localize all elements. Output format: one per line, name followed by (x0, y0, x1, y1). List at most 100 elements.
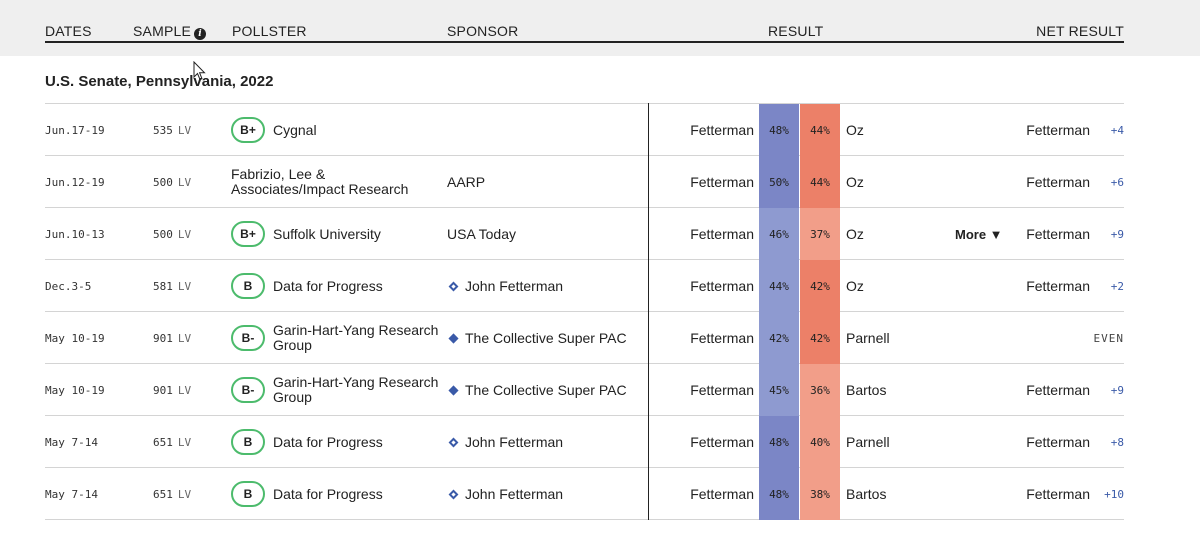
population-type: LV (177, 123, 192, 137)
poll-dates: May 10-19 (45, 383, 105, 397)
candidate-2-name: Oz (846, 278, 864, 294)
pollster-name[interactable]: Data for Progress (273, 277, 383, 294)
poll-dates: Jun.10-13 (45, 227, 105, 241)
sponsor-name: John Fetterman (465, 278, 564, 294)
pollster-name[interactable]: Data for Progress (273, 485, 383, 502)
candidate-2-name: Oz (846, 174, 864, 190)
poll-dates: May 10-19 (45, 331, 105, 345)
sponsor: John Fetterman (447, 468, 563, 520)
polls-table: Jun.17-19 535 LV B+ Cygnal Fetterman 48% 44% Oz F… (45, 103, 1124, 520)
sample-size: 651 LV (153, 468, 191, 520)
population-type: LV (177, 383, 192, 397)
poll-dates: May 7-14 (45, 487, 98, 501)
pollster-name[interactable]: Data for Progress (273, 433, 383, 450)
candidate-2-pct: 38% (800, 468, 840, 520)
sample-count: 581 (153, 279, 173, 293)
net-result-margin: EVEN (1093, 331, 1124, 345)
pollster-name[interactable]: Fabrizio, Lee & Associates/Impact Resear… (231, 166, 409, 197)
info-icon[interactable]: i (194, 28, 206, 40)
population-type: LV (177, 435, 192, 449)
net-result-leader: Fetterman (1026, 226, 1090, 242)
sponsor-name: The Collective Super PAC (465, 382, 627, 398)
column-headers: DATES SAMPLE i POLLSTER SPONSOR RESULT NE… (45, 0, 1124, 43)
column-header-pollster[interactable]: POLLSTER (232, 23, 307, 39)
mouse-cursor-icon (193, 61, 206, 81)
more-button[interactable]: More ▼ (955, 226, 1003, 242)
sample-count: 500 (153, 227, 173, 241)
net-result-leader: Fetterman (1026, 382, 1090, 398)
sample-count: 500 (153, 175, 173, 189)
diamond-outline-icon (448, 489, 459, 499)
candidate-1-name: Fetterman (690, 382, 754, 398)
sponsor: The Collective Super PAC (447, 312, 627, 364)
candidate-1-pct: 46% (759, 208, 799, 260)
pollster-grade-badge[interactable]: B+ (231, 117, 265, 143)
table-row[interactable]: Dec.3-5 581 LV B Data for Progress John Fette… (45, 260, 1124, 312)
sample-count: 651 (153, 435, 173, 449)
sponsor-name: The Collective Super PAC (465, 330, 627, 346)
diamond-filled-icon (448, 385, 459, 395)
table-row[interactable]: Jun.10-13 500 LV B+ Suffolk University USA To… (45, 208, 1124, 260)
candidate-1-name: Fetterman (690, 486, 754, 502)
net-result-leader: Fetterman (1026, 122, 1090, 138)
sample-size: 581 LV (153, 260, 191, 312)
pollster-grade-badge[interactable]: B+ (231, 221, 265, 247)
pollster-name[interactable]: Suffolk University (273, 225, 381, 242)
candidate-2-pct: 44% (800, 156, 840, 208)
population-type: LV (177, 487, 192, 501)
sponsor-name: John Fetterman (465, 434, 564, 450)
column-header-dates[interactable]: DATES (45, 23, 92, 39)
candidate-1-name: Fetterman (690, 122, 754, 138)
table-row[interactable]: Jun.17-19 535 LV B+ Cygnal Fetterman 48% 44% Oz F… (45, 104, 1124, 156)
table-row[interactable]: May 10-19 901 LV B- Garin-Hart-Yang Research… (45, 312, 1124, 364)
column-header-sample-label: SAMPLE (133, 23, 191, 39)
candidate-2-pct: 42% (800, 312, 840, 364)
candidate-1-name: Fetterman (690, 330, 754, 346)
table-row[interactable]: May 7-14 651 LV B Data for Progress John Fett… (45, 416, 1124, 468)
net-result-margin: +10 (1104, 487, 1124, 501)
diamond-outline-icon (448, 281, 459, 291)
column-header-net-result[interactable]: NET RESULT (1036, 23, 1124, 39)
sponsor: AARP (447, 156, 485, 208)
candidate-1-pct: 48% (759, 104, 799, 156)
pollster-name[interactable]: Cygnal (273, 121, 317, 138)
net-result-margin: +8 (1110, 435, 1124, 449)
sample-count: 535 (153, 123, 173, 137)
pollster-grade-badge[interactable]: B- (231, 377, 265, 403)
population-type: LV (177, 175, 192, 189)
pollster-grade-badge[interactable]: B (231, 273, 265, 299)
candidate-2-name: Oz (846, 122, 864, 138)
table-row[interactable]: Jun.12-19 500 LV Fabrizio, Lee & Associates… (45, 156, 1124, 208)
candidate-1-pct: 45% (759, 364, 799, 416)
column-header-sample[interactable]: SAMPLE i (133, 23, 206, 40)
pollster-grade-badge[interactable]: B (231, 429, 265, 455)
sponsor-name: John Fetterman (465, 486, 564, 502)
sample-size: 500 LV (153, 208, 191, 260)
poll-dates: Dec.3-5 (45, 279, 92, 293)
table-row[interactable]: May 7-14 651 LV B Data for Progress John Fett… (45, 468, 1124, 520)
pollster-grade-badge[interactable]: B- (231, 325, 265, 351)
net-result-leader: Fetterman (1026, 174, 1090, 190)
sample-count: 901 (153, 331, 173, 345)
sponsor: USA Today (447, 208, 516, 260)
candidate-1-name: Fetterman (690, 434, 754, 450)
candidate-1-pct: 50% (759, 156, 799, 208)
result-divider (648, 103, 649, 520)
population-type: LV (177, 331, 192, 345)
net-result-leader: Fetterman (1026, 434, 1090, 450)
table-row[interactable]: May 10-19 901 LV B- Garin-Hart-Yang Research… (45, 364, 1124, 416)
sample-count: 901 (153, 383, 173, 397)
sponsor: The Collective Super PAC (447, 364, 627, 416)
population-type: LV (177, 227, 192, 241)
column-header-result[interactable]: RESULT (768, 23, 824, 39)
population-type: LV (177, 279, 192, 293)
pollster-grade-badge[interactable]: B (231, 481, 265, 507)
pollster-name[interactable]: Garin-Hart-Yang Research Group (273, 374, 439, 405)
candidate-1-pct: 48% (759, 468, 799, 520)
column-header-sponsor[interactable]: SPONSOR (447, 23, 519, 39)
candidate-2-pct: 42% (800, 260, 840, 312)
candidate-2-name: Oz (846, 226, 864, 242)
pollster-name[interactable]: Garin-Hart-Yang Research Group (273, 322, 439, 353)
diamond-filled-icon (448, 333, 459, 343)
candidate-2-pct: 40% (800, 416, 840, 468)
